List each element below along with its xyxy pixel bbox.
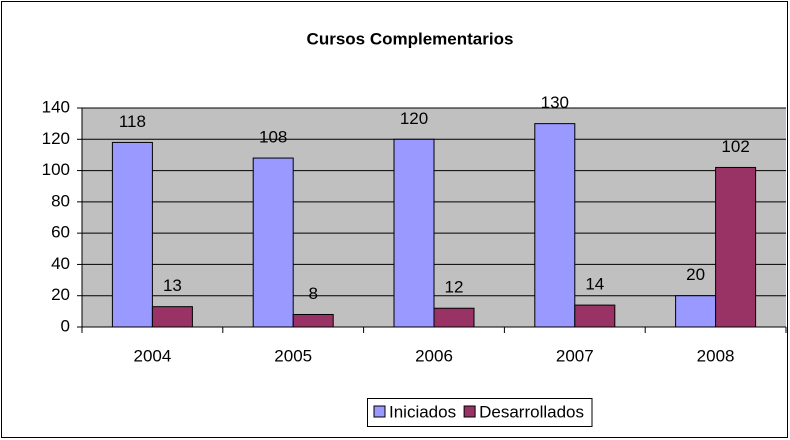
legend-label: Iniciados <box>389 402 456 421</box>
bar <box>574 304 616 328</box>
bar <box>715 166 757 328</box>
bar <box>252 157 294 328</box>
value-label: 8 <box>308 284 317 303</box>
legend-label: Desarrollados <box>479 402 584 421</box>
bar <box>111 141 153 328</box>
value-label: 130 <box>541 93 569 112</box>
value-label: 108 <box>259 128 287 147</box>
value-label: 102 <box>721 137 749 156</box>
bar <box>292 313 334 328</box>
y-tick-label: 0 <box>61 316 70 335</box>
x-tick-label: 2004 <box>133 346 171 365</box>
legend-swatch <box>463 405 476 418</box>
value-label: 13 <box>163 276 182 295</box>
y-tick-label: 40 <box>51 254 70 273</box>
value-label: 12 <box>445 278 464 297</box>
legend-swatch <box>373 405 386 418</box>
y-tick-label: 80 <box>51 191 70 210</box>
bar <box>393 138 435 328</box>
value-label: 118 <box>119 112 146 131</box>
y-tick-label: 60 <box>51 223 70 242</box>
value-label: 120 <box>400 109 428 128</box>
y-tick-label: 120 <box>42 129 70 148</box>
y-tick-label: 20 <box>51 285 70 304</box>
chart-title: Cursos Complementarios <box>307 29 514 48</box>
bar <box>534 123 576 328</box>
bar <box>675 295 717 328</box>
x-tick-label: 2006 <box>415 346 453 365</box>
x-tick-label: 2007 <box>556 346 594 365</box>
legend-box <box>367 398 593 427</box>
bar <box>151 306 193 328</box>
x-tick-label: 2005 <box>274 346 312 365</box>
value-label: 14 <box>585 275 604 294</box>
y-tick-label: 140 <box>42 97 70 116</box>
x-tick-label: 2008 <box>697 346 735 365</box>
y-tick-label: 100 <box>42 160 70 179</box>
value-label: 20 <box>686 265 705 284</box>
bar <box>433 307 475 328</box>
